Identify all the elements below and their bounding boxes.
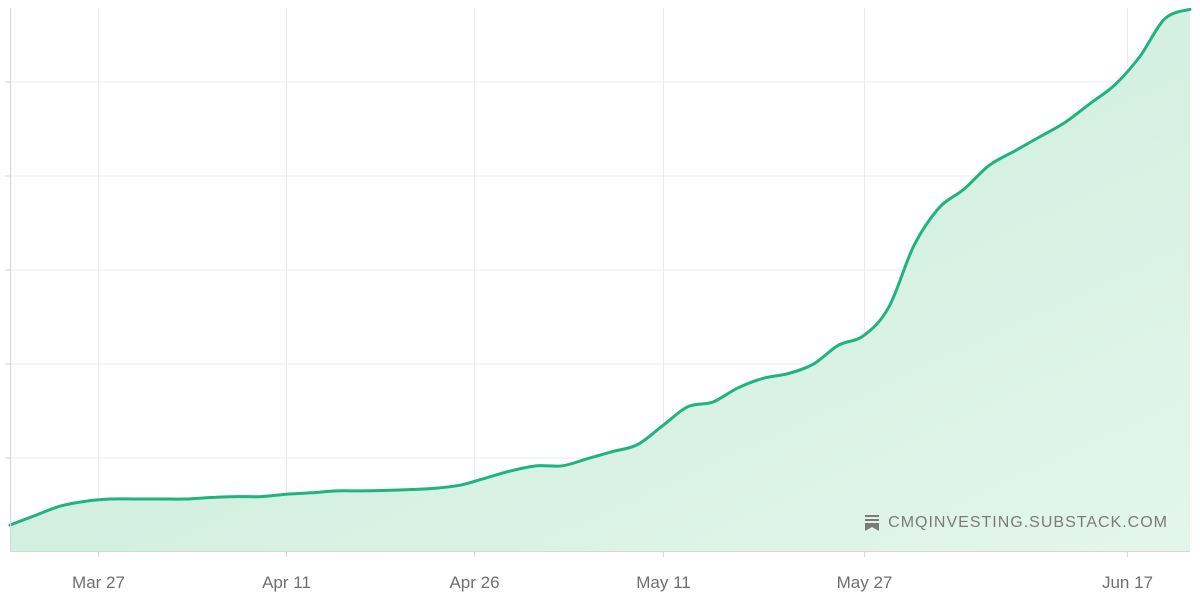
watermark-text: CMQINVESTING.SUBSTACK.COM xyxy=(888,514,1168,531)
x-tick-label: May 27 xyxy=(837,573,893,592)
series-line xyxy=(8,7,1192,527)
watermark: CMQINVESTING.SUBSTACK.COM xyxy=(865,514,1168,532)
x-tick-label: Apr 26 xyxy=(449,573,499,592)
y-axis-ticks xyxy=(5,81,10,459)
x-tick-label: Apr 11 xyxy=(262,573,311,592)
x-tick-label: Jun 17 xyxy=(1102,573,1153,592)
x-axis-ticks: Mar 27 Apr 11 Apr 26 May 11 May 27 Jun 17 xyxy=(72,551,1153,592)
series-area xyxy=(10,9,1190,552)
x-tick-label: May 11 xyxy=(636,573,691,592)
x-tick-label: Mar 27 xyxy=(72,573,125,592)
substack-icon xyxy=(865,515,880,531)
